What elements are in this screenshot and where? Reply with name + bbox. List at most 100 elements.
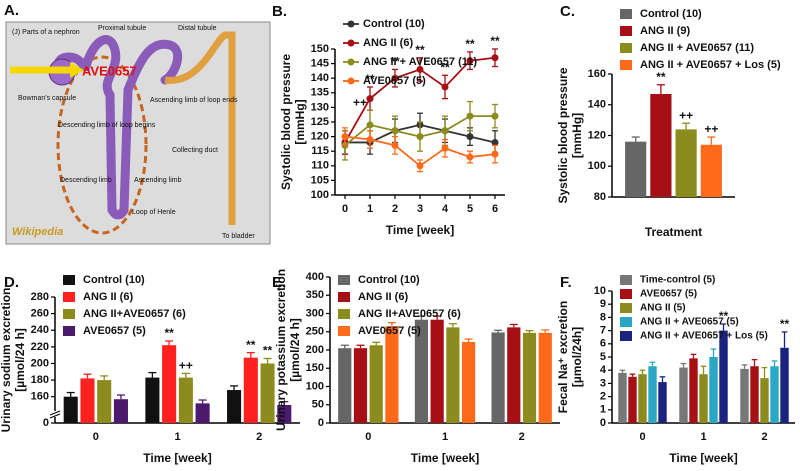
legend-label: Time-control (5) bbox=[640, 275, 715, 286]
bar bbox=[338, 348, 352, 423]
chart: E. 0 50 100 150 200 250 300 350 400 Urinary potass… bbox=[272, 269, 560, 465]
bar bbox=[770, 366, 779, 423]
point bbox=[341, 133, 349, 141]
bar bbox=[353, 348, 368, 423]
legend-swatch bbox=[338, 309, 350, 319]
annotation: ** bbox=[780, 317, 790, 331]
panel-label: D. bbox=[4, 274, 19, 291]
bar bbox=[414, 319, 429, 423]
point bbox=[366, 121, 374, 129]
legend-label: ANG II+AVE0657 (6) bbox=[83, 308, 186, 320]
panel-label: B. bbox=[272, 3, 287, 20]
y-tick-label: 7 bbox=[600, 325, 606, 337]
y-axis-label: Systolic blood pressure bbox=[279, 54, 293, 190]
legend-swatch bbox=[620, 289, 632, 299]
legend-label: ANG II + AVE0657 + Los (5) bbox=[640, 331, 768, 342]
annotation: ** bbox=[490, 34, 500, 48]
y-tick-label: 160 bbox=[588, 68, 606, 80]
y-tick-label: 145 bbox=[311, 58, 329, 70]
legend-label: ANG II (6) bbox=[358, 291, 408, 303]
point bbox=[391, 141, 399, 149]
point bbox=[491, 54, 499, 62]
y-tick-label: 150 bbox=[306, 362, 324, 374]
point bbox=[416, 133, 424, 141]
bar bbox=[689, 358, 698, 423]
y-axis-label: [mmHg] bbox=[293, 99, 307, 144]
y-tick-label: 2 bbox=[600, 391, 606, 403]
bar bbox=[538, 332, 552, 423]
x-tick-label: 0 bbox=[365, 431, 371, 443]
label: Collecting duct bbox=[172, 147, 218, 154]
chart: C. 80 100 120 140 160 Systolic blood pressure[… bbox=[556, 3, 781, 239]
legend-swatch bbox=[620, 9, 632, 19]
panel-label: E. bbox=[272, 274, 286, 291]
bar bbox=[625, 141, 647, 197]
y-tick-label: 200 bbox=[31, 357, 49, 369]
legend-swatch bbox=[620, 317, 632, 327]
y-tick-label: 115 bbox=[311, 145, 329, 157]
bar bbox=[243, 357, 258, 423]
x-tick-label: 0 bbox=[93, 431, 99, 443]
y-tick-label: 400 bbox=[306, 271, 324, 283]
annotation: ** bbox=[465, 37, 475, 51]
chart: D. 0 160 180 200 220 240 260 280 Urinary sodium e… bbox=[0, 274, 300, 465]
collecting-duct bbox=[164, 31, 236, 225]
legend-label: AVE0657 (5) bbox=[83, 325, 146, 337]
label: Descending limb of loop begins bbox=[58, 122, 156, 129]
legend-swatch bbox=[63, 292, 75, 302]
label: Wikipedia bbox=[12, 226, 63, 238]
y-axis-label: [µmol/24 h] bbox=[288, 318, 302, 382]
y-tick-label: 9 bbox=[600, 298, 606, 310]
legend-marker bbox=[347, 20, 355, 28]
legend-label: Control (10) bbox=[640, 8, 702, 20]
bar bbox=[162, 345, 177, 423]
x-tick-label: 2 bbox=[256, 431, 262, 443]
x-axis-label: Time [week] bbox=[411, 451, 479, 465]
chart: B.100105110115120125130135140145150Systo… bbox=[272, 3, 505, 237]
label: Bowman's capsule bbox=[18, 95, 76, 102]
y-tick-label: 0 bbox=[600, 417, 606, 429]
bar bbox=[719, 330, 728, 423]
axis-break bbox=[49, 410, 61, 416]
y-tick-label: 6 bbox=[600, 338, 606, 350]
x-tick-label: 1 bbox=[367, 203, 373, 215]
label: Proximal tubule bbox=[98, 25, 146, 32]
y-tick-label: 110 bbox=[311, 160, 329, 172]
annotation: ++ bbox=[353, 95, 367, 109]
annotation: ** bbox=[656, 70, 666, 84]
point bbox=[466, 112, 474, 120]
y-tick-label: 240 bbox=[31, 324, 49, 336]
label: To bladder bbox=[222, 233, 255, 240]
y-tick-label: 100 bbox=[311, 189, 329, 201]
bar bbox=[650, 93, 672, 197]
x-tick-label: 3 bbox=[417, 203, 423, 215]
bar bbox=[679, 367, 688, 423]
legend-label: Control (10) bbox=[358, 274, 420, 286]
y-tick-label: 4 bbox=[600, 364, 607, 376]
bar bbox=[277, 405, 292, 423]
bar bbox=[628, 376, 637, 423]
y-axis-label: Urinary sodium excretion bbox=[0, 288, 13, 433]
legend-label: Control (10) bbox=[363, 18, 425, 30]
legend-swatch bbox=[620, 275, 632, 285]
label: Ascending limb of loop ends bbox=[150, 97, 238, 104]
y-tick-label: 1 bbox=[600, 404, 606, 416]
x-tick-label: 1 bbox=[442, 431, 448, 443]
bar bbox=[780, 347, 789, 423]
legend-label: ANG II (9) bbox=[640, 25, 690, 37]
point bbox=[441, 83, 449, 91]
point bbox=[466, 153, 474, 161]
bar bbox=[700, 144, 722, 197]
legend-swatch bbox=[338, 275, 350, 285]
legend-label: ANG II (5) bbox=[640, 303, 686, 314]
legend-swatch bbox=[620, 43, 632, 53]
annotation: ** bbox=[440, 60, 450, 74]
bar bbox=[750, 366, 759, 423]
bar bbox=[145, 377, 160, 423]
y-axis-label: [µmol/24h] bbox=[570, 327, 584, 387]
annotation: ** bbox=[390, 55, 400, 69]
bar bbox=[522, 332, 537, 423]
y-tick-label: 140 bbox=[588, 99, 606, 111]
annotation: ** bbox=[246, 338, 256, 352]
bar bbox=[195, 403, 210, 423]
